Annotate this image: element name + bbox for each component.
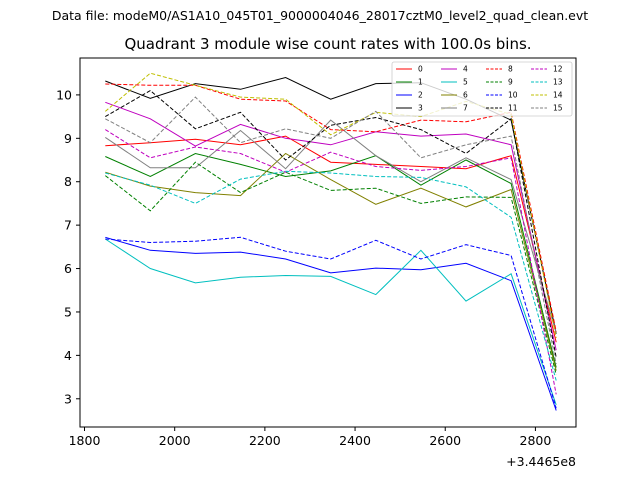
legend-item-9: 9	[486, 78, 513, 87]
legend-label: 4	[463, 65, 468, 74]
legend-item-7: 7	[441, 104, 468, 113]
legend-item-12: 12	[531, 65, 563, 74]
series-line-8	[105, 83, 557, 332]
legend-item-5: 5	[441, 78, 468, 87]
x-tick-label: 2000	[159, 433, 191, 448]
legend-label: 0	[418, 65, 423, 74]
legend-label: 7	[463, 104, 468, 113]
series-line-15	[105, 96, 557, 365]
legend-item-3: 3	[396, 104, 423, 113]
legend-box	[391, 61, 573, 117]
x-tick-label: 2200	[249, 433, 281, 448]
legend-item-0: 0	[396, 65, 423, 74]
x-tick-label: 2800	[520, 433, 552, 448]
legend-label: 3	[418, 104, 423, 113]
series-line-13	[105, 170, 557, 381]
y-tick-label: 9	[64, 131, 72, 146]
series-line-11	[105, 89, 557, 358]
series-line-4	[105, 101, 557, 351]
x-offset-label: +3.4465e8	[506, 454, 576, 469]
legend-label: 8	[508, 65, 513, 74]
series-line-10	[105, 236, 557, 409]
legend-label: 14	[553, 91, 563, 100]
legend-item-11: 11	[486, 104, 518, 113]
series-line-1	[105, 152, 557, 368]
legend-label: 15	[553, 104, 563, 113]
plot-frame	[79, 57, 577, 428]
legend-item-4: 4	[441, 65, 468, 74]
legend-label: 9	[508, 78, 513, 87]
suptitle: Data file: modeM0/AS1A10_045T01_90000040…	[52, 8, 588, 23]
series-line-12	[105, 129, 557, 395]
legend-label: 11	[508, 104, 518, 113]
series-line-0	[105, 135, 557, 343]
y-tick-label: 7	[64, 218, 72, 233]
y-tick-label: 4	[64, 348, 72, 363]
legend-item-14: 14	[531, 91, 563, 100]
legend-item-10: 10	[486, 91, 518, 100]
series-line-5	[105, 238, 557, 406]
x-tick-label: 1800	[69, 433, 101, 448]
y-tick-label: 6	[64, 261, 72, 276]
y-tick-label: 10	[56, 87, 72, 102]
series-layer	[104, 72, 557, 411]
series-line-2	[105, 236, 557, 411]
chart-title: Quadrant 3 module wise count rates with …	[124, 35, 531, 53]
legend-item-1: 1	[396, 78, 423, 87]
legend-label: 10	[508, 91, 518, 100]
legend-item-13: 13	[531, 78, 563, 87]
y-tick-label: 3	[64, 391, 72, 406]
series-line-14	[104, 72, 557, 339]
legend-label: 12	[553, 65, 563, 74]
legend-item-15: 15	[531, 104, 563, 113]
legend-item-2: 2	[396, 91, 423, 100]
y-axis: 3 4 5 6 7 8 9 10	[56, 87, 80, 406]
series-line-9	[104, 161, 557, 375]
y-tick-label: 5	[64, 304, 72, 319]
legend-label: 1	[418, 78, 423, 87]
y-tick-label: 8	[64, 174, 72, 189]
x-axis: 1800 2000 2200 2400 2600 2800	[69, 427, 552, 448]
x-tick-label: 2600	[429, 433, 461, 448]
legend-label: 6	[463, 91, 468, 100]
series-line-7	[105, 119, 557, 333]
legend-item-6: 6	[441, 91, 468, 100]
series-line-6	[105, 152, 557, 371]
legend-item-8: 8	[486, 65, 513, 74]
legend-label: 13	[553, 78, 563, 87]
x-tick-label: 2400	[339, 433, 371, 448]
legend-label: 5	[463, 78, 468, 87]
legend-label: 2	[418, 91, 423, 100]
